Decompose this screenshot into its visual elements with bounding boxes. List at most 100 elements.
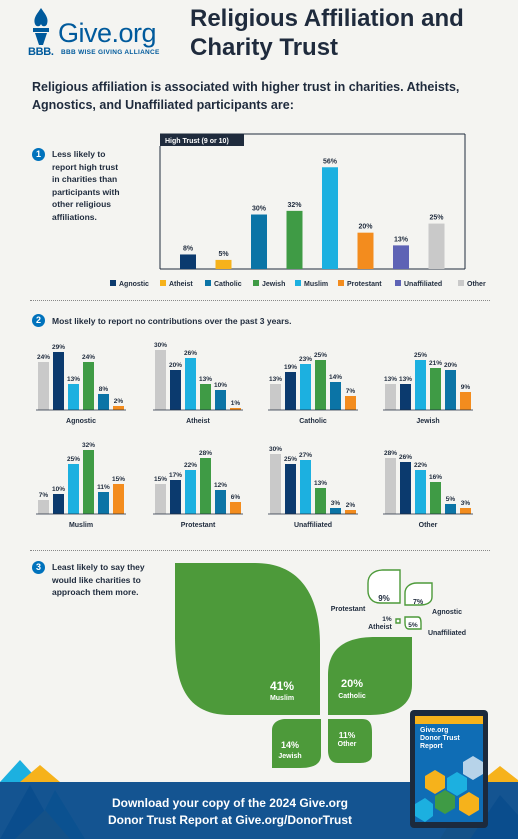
bar-value-label: 32% (287, 202, 302, 209)
section-1-line: affiliations. (52, 211, 97, 222)
bar-jewish (83, 450, 94, 514)
brand-tagline: BBB WISE GIVING ALLIANCE (61, 49, 160, 56)
section-1-line: in charities than (52, 174, 118, 184)
bar-value-label: 13% (269, 376, 282, 383)
bar-value-label: 12% (214, 482, 227, 489)
bar-value-label: 7% (346, 388, 356, 395)
title-line-1: Religious Affiliation and (190, 5, 464, 32)
bar-value-label: 10% (52, 486, 65, 493)
legend-label-other: Other (467, 281, 486, 288)
bar-value-label: 13% (314, 480, 327, 487)
bar-value-label: 13% (67, 376, 80, 383)
bar-protestant (345, 510, 356, 514)
leaf-value-unaffiliated: 5% (408, 622, 418, 629)
bar-value-label: 3% (461, 500, 471, 507)
bar-catholic (445, 370, 456, 410)
bar-muslim (185, 470, 196, 514)
bar-value-label: 25% (284, 456, 297, 463)
group-label-atheist: Atheist (186, 418, 210, 425)
bar-catholic (98, 394, 109, 410)
bar-value-label: 30% (269, 446, 282, 453)
bar-jewish (315, 488, 326, 514)
footer-line-1: Download your copy of the 2024 Give.org (111, 796, 349, 810)
bar-agnostic (53, 352, 64, 410)
leaf-label-jewish: Jewish (278, 753, 301, 760)
bar-protestant (113, 484, 124, 514)
bar-muslim (415, 470, 426, 514)
bar-agnostic (170, 480, 181, 514)
bar-value-label: 2% (114, 398, 124, 405)
bar-other (428, 223, 445, 269)
bar-other (38, 362, 49, 410)
leaf-value-atheist: 1% (382, 616, 392, 623)
bar-agnostic (180, 254, 196, 269)
bar-catholic (330, 508, 341, 514)
leaf-catholic (328, 637, 412, 715)
bar-value-label: 11% (97, 484, 110, 491)
bar-value-label: 28% (384, 450, 397, 457)
bar-value-label: 22% (414, 462, 427, 469)
bar-value-label: 16% (429, 474, 442, 481)
bar-muslim (415, 360, 426, 410)
divider (30, 300, 490, 301)
bar-jewish (200, 458, 211, 514)
bar-jewish (286, 210, 303, 269)
bar-muslim (322, 167, 338, 269)
chart-title: High Trust (9 or 10) (165, 138, 229, 145)
section-1-line: report high trust (52, 161, 119, 172)
bar-value-label: 30% (252, 206, 267, 213)
group-label-protestant: Protestant (181, 522, 216, 529)
footer-cta: Download your copy of the 2024 Give.org … (60, 795, 400, 829)
bar-value-label: 2% (346, 502, 356, 509)
leaf-label-agnostic: Agnostic (432, 609, 462, 616)
bar-value-label: 1% (231, 400, 241, 407)
bar-value-label: 25% (414, 352, 427, 359)
section-3-number: 3 (32, 561, 45, 574)
page-title: Religious Affiliation and Charity Trust (190, 4, 510, 62)
bar-catholic (215, 390, 226, 410)
report-cover-pattern (415, 716, 483, 822)
giveorg-logo: BBB. Give.org BBB WISE GIVING ALLIANCE (28, 8, 178, 60)
bar-value-label: 27% (299, 452, 312, 459)
leaf-atheist (395, 618, 401, 624)
bar-value-label: 25% (67, 456, 80, 463)
leaf-value-jewish: 14% (281, 740, 299, 750)
section-1-line: other religious (52, 199, 112, 209)
leaf-muslim (175, 563, 320, 715)
bar-value-label: 20% (444, 362, 457, 369)
leaf-value-muslim: 41% (270, 679, 294, 693)
bar-value-label: 24% (82, 354, 95, 361)
bar-value-label: 13% (199, 376, 212, 383)
bar-other (155, 350, 166, 410)
leaf-label-other: Other (338, 741, 357, 748)
bar-protestant (345, 396, 356, 410)
brand-name: Give.org (58, 18, 157, 48)
bar-muslim (300, 364, 311, 410)
high-trust-bar-chart: High Trust (9 or 10) 8% 5% 30% 32% 56% 20% 13% 2… (110, 133, 486, 288)
bar-value-label: 19% (284, 364, 297, 371)
group-label-muslim: Muslim (69, 522, 93, 529)
section-1-line: participants with (52, 186, 120, 197)
divider (30, 550, 490, 551)
bar-agnostic (285, 464, 296, 514)
leaf-protestant (367, 569, 401, 604)
report-cover (415, 716, 483, 822)
bar-other (270, 454, 281, 514)
leaf-label-unaffiliated: Unaffiliated (428, 630, 466, 637)
title-line-2: Charity Trust (190, 34, 339, 61)
bar-catholic (215, 490, 226, 514)
bar-other (385, 458, 396, 514)
bar-other (38, 500, 49, 514)
bar-other (270, 384, 281, 410)
bar-muslim (68, 464, 79, 514)
bar-value-label: 29% (52, 344, 65, 351)
bar-value-label: 20% (358, 224, 373, 231)
section-3-line: Least likely to say they (52, 562, 145, 572)
bar-protestant (230, 408, 241, 410)
bar-protestant (460, 508, 471, 514)
bar-agnostic (53, 494, 64, 514)
bar-jewish (315, 360, 326, 410)
bar-value-label: 25% (429, 215, 444, 222)
bar-catholic (98, 492, 109, 514)
legend-label-protestant: Protestant (347, 281, 382, 288)
